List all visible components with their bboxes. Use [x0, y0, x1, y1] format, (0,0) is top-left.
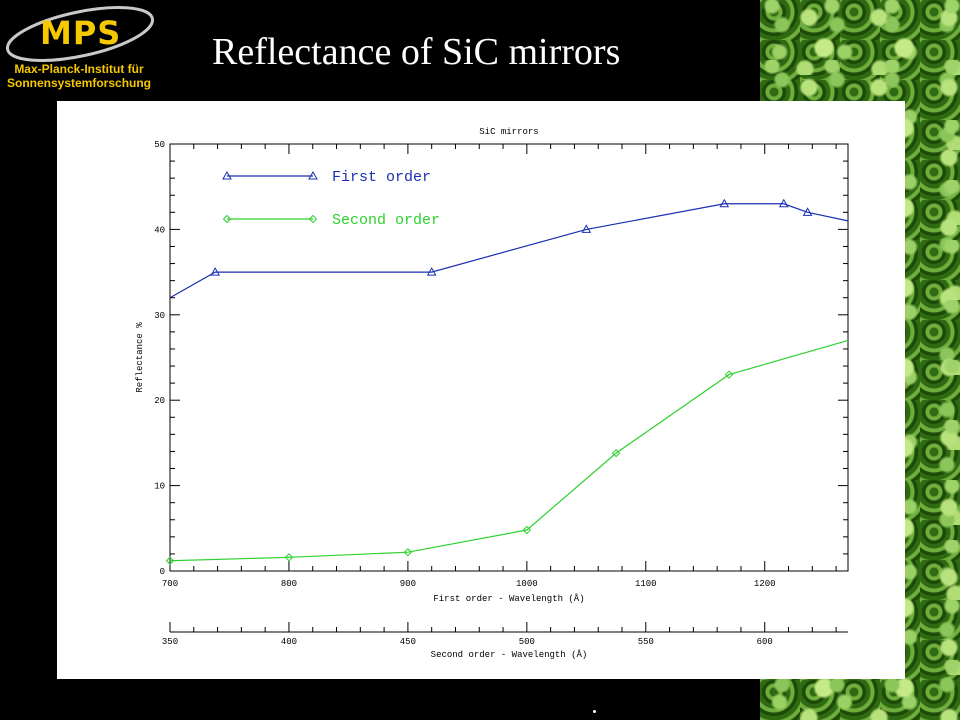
- x-tick-label: 1200: [754, 579, 776, 589]
- data-point: [802, 207, 813, 216]
- logo-subtitle-line2: Sonnensystemforschung: [6, 76, 152, 90]
- logo-orbit-icon: [5, 6, 155, 62]
- data-point: [724, 370, 734, 379]
- x-tick-label: 1100: [635, 579, 657, 589]
- y-axis-label: Reflectance %: [135, 322, 145, 393]
- data-point: [719, 198, 730, 208]
- data-point: [165, 556, 175, 565]
- data-point: [403, 548, 413, 557]
- data-point: [284, 553, 294, 562]
- x-tick-label: 900: [400, 579, 416, 589]
- data-point: [426, 267, 437, 276]
- legend-marker: [308, 214, 318, 224]
- chart: SiC mirrors 0 10 20 30 40 50 Reflectance % 700 80…: [135, 127, 849, 660]
- chart-title: SiC mirrors: [479, 127, 538, 137]
- x-tick-label: 800: [281, 579, 297, 589]
- data-point: [210, 267, 221, 276]
- data-point: [778, 198, 789, 208]
- series-line-first-order: [169, 203, 849, 299]
- chart-panel: SiC mirrors 0 10 20 30 40 50 Reflectance % 700 80…: [57, 101, 905, 679]
- data-point: [581, 224, 592, 233]
- y-tick-label: 50: [154, 140, 165, 150]
- y-tick-label: 40: [154, 225, 165, 235]
- x2-tick-label: 350: [162, 637, 178, 647]
- legend-marker: [222, 170, 232, 180]
- x-tick-label: 700: [162, 579, 178, 589]
- legend-marker: [308, 170, 318, 180]
- stray-dot: [593, 710, 596, 713]
- data-point: [611, 448, 621, 458]
- x2-tick-label: 600: [757, 637, 773, 647]
- legend-label: Second order: [332, 212, 440, 229]
- x2-tick-label: 400: [281, 637, 297, 647]
- series-line-second-order: [169, 339, 849, 562]
- x2-tick-label: 450: [400, 637, 416, 647]
- y-tick-label: 0: [160, 567, 165, 577]
- y-tick-label: 10: [154, 482, 165, 492]
- y-tick-label: 30: [154, 311, 165, 321]
- legend-label: First order: [332, 169, 431, 186]
- x2-tick-label: 550: [638, 637, 654, 647]
- x-axis-label: First order - Wavelength (Å): [433, 593, 584, 604]
- x2-axis-label: Second order - Wavelength (Å): [431, 649, 588, 660]
- slide-title: Reflectance of SiC mirrors: [212, 31, 621, 73]
- y-tick-label: 20: [154, 396, 165, 406]
- logo-text: MPS: [40, 14, 122, 52]
- data-point: [522, 525, 532, 535]
- logo-subtitle-line1: Max-Planck-Institut für: [14, 62, 144, 76]
- legend-marker: [222, 214, 232, 224]
- plot-frame: [169, 143, 849, 572]
- mps-logo: MPS Max-Planck-Institut für Sonnensystem…: [0, 0, 160, 100]
- x-tick-label: 1000: [516, 579, 538, 589]
- x2-tick-label: 500: [519, 637, 535, 647]
